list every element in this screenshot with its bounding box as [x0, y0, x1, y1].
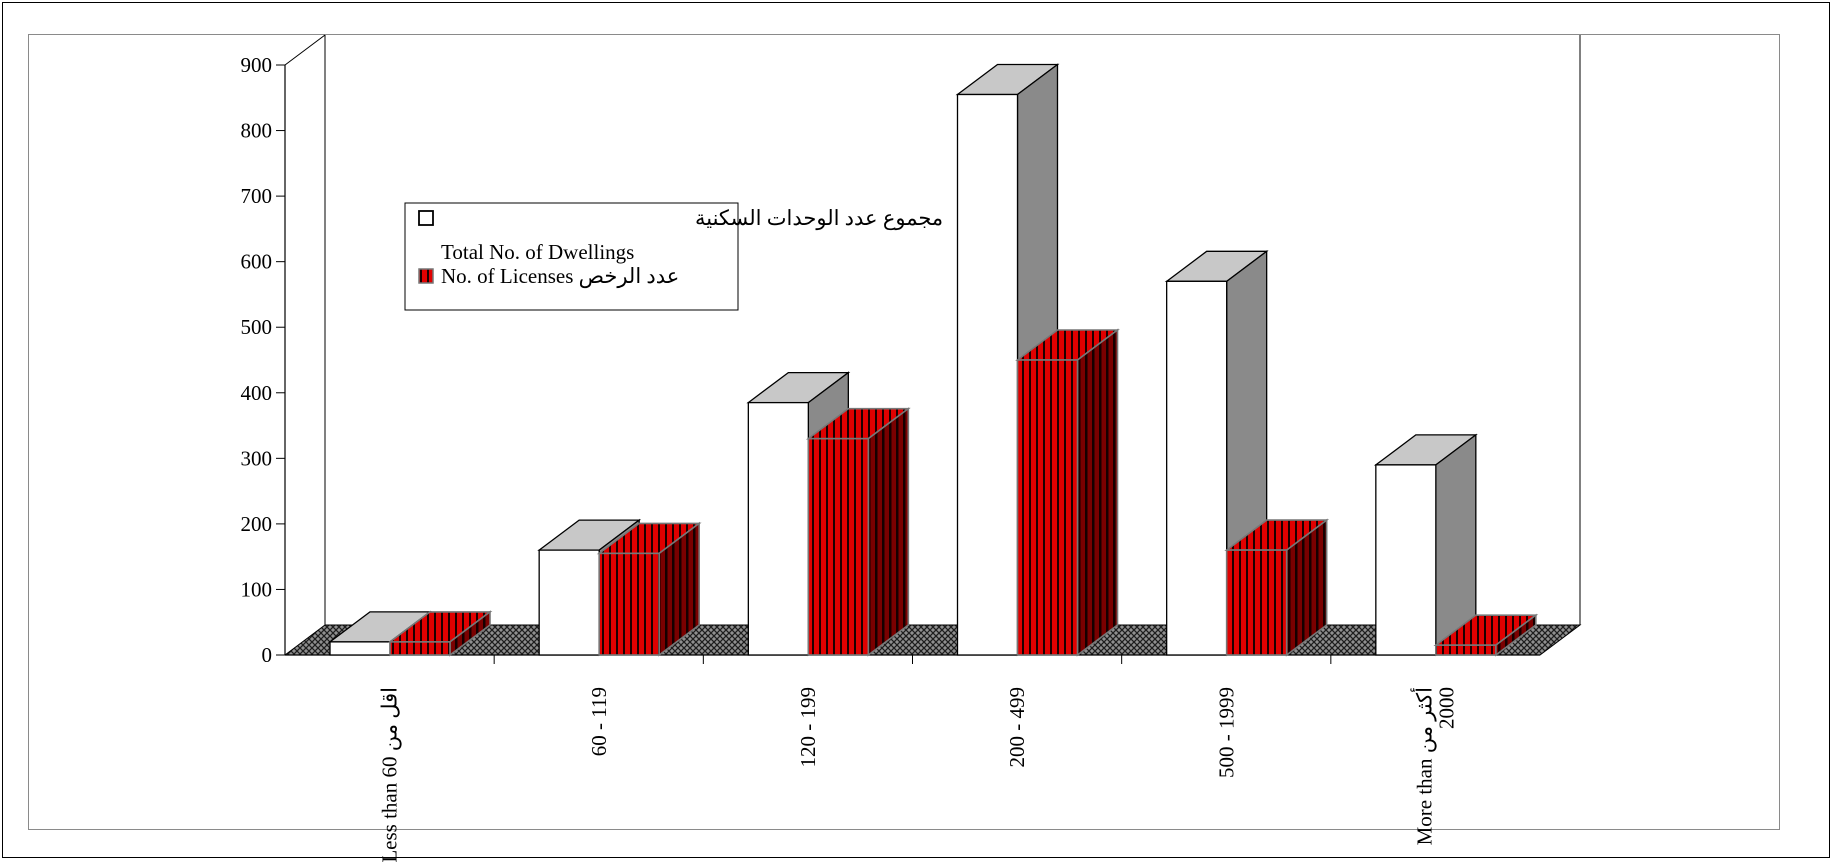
- bar-licenses: [387, 610, 493, 657]
- y-tick-label: 700: [241, 184, 273, 208]
- x-category-label: 120 - 199: [796, 687, 820, 768]
- bar-licenses: [805, 407, 911, 657]
- bar-front-face: [807, 437, 870, 656]
- y-tick-label: 100: [241, 577, 273, 601]
- bar-front-face: [1375, 464, 1437, 656]
- y-tick-label: 200: [241, 512, 273, 536]
- y-tick-label: 600: [241, 250, 273, 274]
- bars-group: [328, 63, 1539, 657]
- y-tick-label: 400: [241, 381, 273, 405]
- chart-area-border: [28, 34, 1780, 830]
- x-category-label: Less than 60 اقل من: [378, 687, 403, 863]
- x-category-label-line: Less than 60 اقل من: [378, 687, 403, 863]
- y-tick-label: 0: [262, 643, 273, 667]
- legend-swatch-dwellings: [418, 210, 434, 226]
- bar-dwellings: [1373, 433, 1478, 657]
- legend: مجموع عدد الوحدات السكنية Total No. of D…: [404, 202, 943, 311]
- bar-side-face: [1076, 328, 1119, 657]
- legend-label-licenses: No. of Licenses عدد الرخص: [441, 264, 679, 289]
- y-axis: 0 100 200 300 400 500 600 700 800 900: [241, 53, 286, 667]
- bar-front-face: [598, 552, 660, 656]
- y-tick-label: 900: [241, 53, 273, 77]
- y-tick-label: 300: [241, 446, 273, 470]
- x-category-label-line: 200 - 499: [1005, 687, 1029, 768]
- bar-front-face: [1225, 549, 1288, 656]
- legend-box: [404, 202, 739, 311]
- x-category-label-line: 2000: [1434, 687, 1458, 729]
- legend-label-dwellings: مجموع عدد الوحدات السكنية: [695, 206, 943, 231]
- y-tick-label: 800: [241, 119, 273, 143]
- bar-front-face: [1435, 644, 1497, 656]
- x-axis: Less than 60 اقل من 60 - 119 120 - 199 200 …: [285, 654, 1540, 863]
- bar-licenses: [596, 521, 702, 657]
- x-category-label: 60 - 119: [587, 687, 611, 756]
- x-category-label: 500 - 1999: [1214, 687, 1238, 778]
- x-category-label-line: 120 - 199: [796, 687, 820, 768]
- legend-swatch-licenses: [418, 268, 434, 284]
- bar-front-face: [389, 641, 451, 656]
- x-category-label-line: 500 - 1999: [1214, 687, 1238, 778]
- y-tick-label: 500: [241, 315, 273, 339]
- bar-licenses: [1224, 518, 1330, 657]
- x-category-label-line: More than أكثر من: [1409, 687, 1437, 845]
- legend-label-dwellings-en: Total No. of Dwellings: [441, 240, 634, 264]
- wall-top-diagonal: [284, 34, 326, 66]
- bar-front-face: [1166, 280, 1228, 656]
- bar-licenses: [1433, 613, 1539, 657]
- x-category-label: 200 - 499: [1005, 687, 1029, 768]
- bar-side-face: [867, 407, 910, 657]
- bar-front-face: [956, 93, 1019, 656]
- bar-front-face: [329, 641, 391, 656]
- x-category-label-line: 60 - 119: [587, 687, 611, 756]
- bar-front-face: [747, 401, 809, 656]
- bar-front-face: [1016, 359, 1079, 656]
- bar-licenses: [1015, 328, 1120, 657]
- bar-front-face: [538, 549, 600, 656]
